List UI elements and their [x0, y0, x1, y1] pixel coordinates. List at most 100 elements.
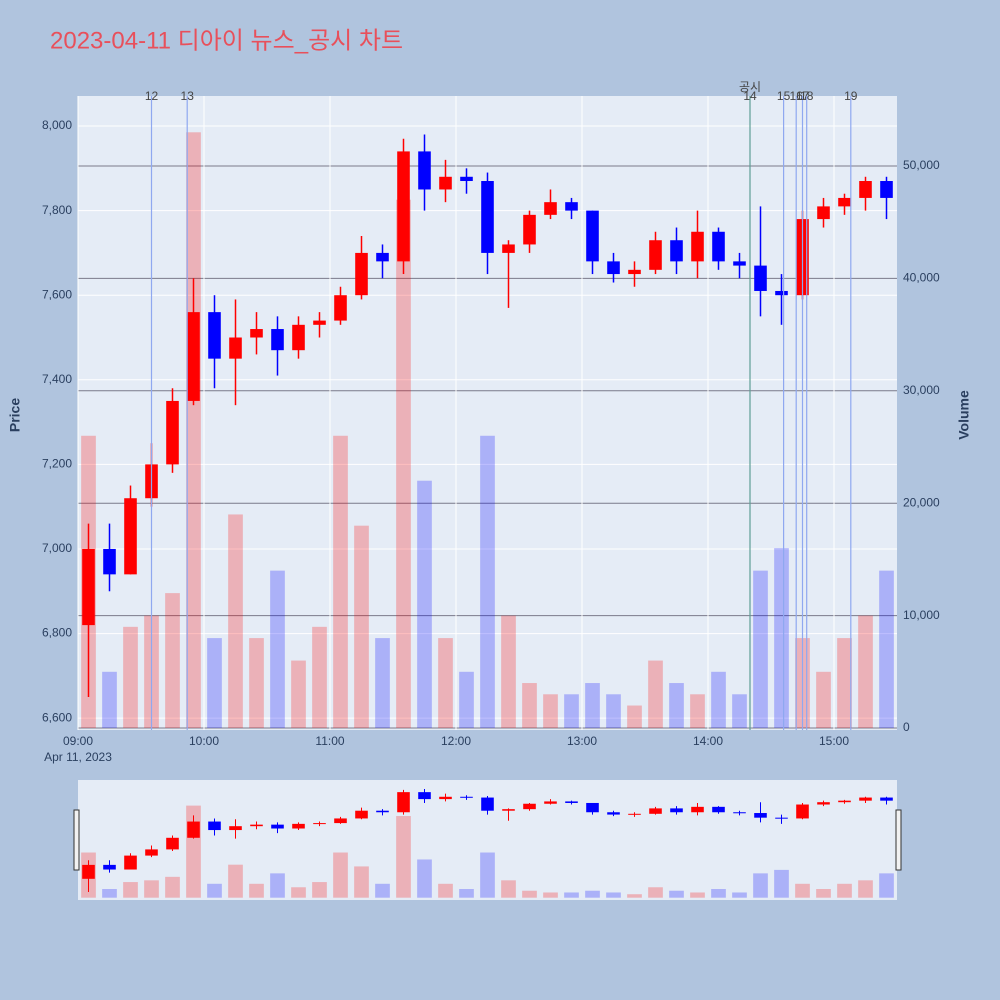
volume-bar [711, 889, 726, 898]
candle-body [502, 809, 515, 811]
volume-bar [207, 883, 222, 898]
volume-bar [837, 883, 852, 898]
chart-title: 2023-04-11 디아이 뉴스_공시 차트 [50, 27, 403, 54]
y-tick-label: 8,000 [42, 118, 72, 132]
candle-body [523, 214, 536, 245]
candle-body [82, 548, 95, 626]
volume-bar [102, 671, 117, 728]
candle-body [796, 804, 809, 819]
x-tick-label: 11:00 [315, 734, 344, 748]
slider-handle[interactable] [895, 809, 902, 871]
candle-body [355, 252, 368, 296]
volume-bar [816, 671, 831, 728]
candle-body [544, 202, 557, 215]
candle-body [481, 181, 494, 253]
candle-body [754, 813, 767, 818]
x-tick-label: 12:00 [441, 734, 471, 748]
candle-body [544, 801, 557, 804]
y2-axis-title: Volume [956, 390, 972, 440]
candle-body [313, 823, 326, 825]
volume-bar [165, 593, 180, 728]
candle-body [208, 312, 221, 359]
volume-bar [333, 852, 348, 898]
marker-label: 12 [145, 89, 159, 103]
volume-bar [690, 892, 705, 898]
candle-body [670, 808, 683, 813]
candle-body [208, 821, 221, 831]
candle-body [586, 210, 599, 262]
y-tick-label: 7,000 [42, 541, 72, 555]
volume-bar [354, 866, 369, 898]
volume-bar [858, 880, 873, 898]
volume-bar [564, 694, 579, 728]
candle-body [481, 797, 494, 811]
volume-bar [207, 638, 222, 728]
volume-bar [459, 671, 474, 728]
candle-body [460, 796, 473, 798]
volume-bar [501, 615, 516, 728]
volume-bar [837, 638, 852, 728]
candle-body [103, 864, 116, 870]
marker-label: 16 [790, 89, 804, 103]
candle-body [250, 329, 263, 338]
candle-body [775, 290, 788, 296]
volume-bar [543, 694, 558, 728]
volume-bar [648, 887, 663, 898]
volume-bar [606, 892, 621, 898]
candle-body [145, 849, 158, 856]
volume-bar [711, 671, 726, 728]
candle-body [586, 802, 599, 813]
candle-body [271, 329, 284, 351]
marker-label: 14 [743, 89, 757, 103]
marker-label: 13 [181, 89, 195, 103]
candle-body [649, 240, 662, 270]
volume-bar [501, 880, 516, 898]
candle-body [733, 261, 746, 266]
y2-tick-label: 50,000 [903, 158, 940, 172]
candle-body [628, 813, 641, 815]
candle-body [166, 400, 179, 465]
volume-bar [522, 683, 537, 728]
candle-body [397, 151, 410, 262]
volume-bar [816, 889, 831, 898]
candle-body [859, 797, 872, 801]
volume-bar [417, 859, 432, 898]
candle-body [817, 206, 830, 220]
candle-body [271, 824, 284, 829]
y-tick-label: 7,600 [42, 287, 72, 301]
y2-tick-label: 10,000 [903, 608, 940, 622]
x-tick-label: 09:00 [63, 734, 93, 748]
volume-bar [396, 816, 411, 898]
candle-body [691, 806, 704, 813]
y-tick-label: 7,200 [42, 457, 72, 471]
candle-body [124, 498, 137, 575]
candle-body [670, 240, 683, 262]
volume-bar [753, 570, 768, 728]
volume-bar [312, 626, 327, 728]
candle-body [838, 197, 851, 207]
volume-bar [396, 199, 411, 728]
volume-bar [438, 638, 453, 728]
volume-bar [186, 132, 201, 728]
candle-body [460, 176, 473, 182]
candle-body [775, 817, 788, 819]
volume-bar [774, 869, 789, 898]
slider-handle[interactable] [73, 809, 80, 871]
candle-body [229, 337, 242, 359]
candle-body [355, 810, 368, 819]
candle-body [418, 792, 431, 800]
y-tick-label: 7,400 [42, 372, 72, 386]
volume-bar [732, 694, 747, 728]
candle-body [103, 548, 116, 575]
volume-bar [291, 660, 306, 728]
volume-bar [606, 694, 621, 728]
volume-bar [669, 683, 684, 728]
volume-bar [879, 570, 894, 728]
marker-label: 18 [800, 89, 814, 103]
volume-bar [858, 615, 873, 728]
candle-body [523, 803, 536, 810]
volume-bar [228, 514, 243, 728]
candle-body [250, 824, 263, 827]
candle-body [880, 181, 893, 198]
volume-bar [249, 638, 264, 728]
